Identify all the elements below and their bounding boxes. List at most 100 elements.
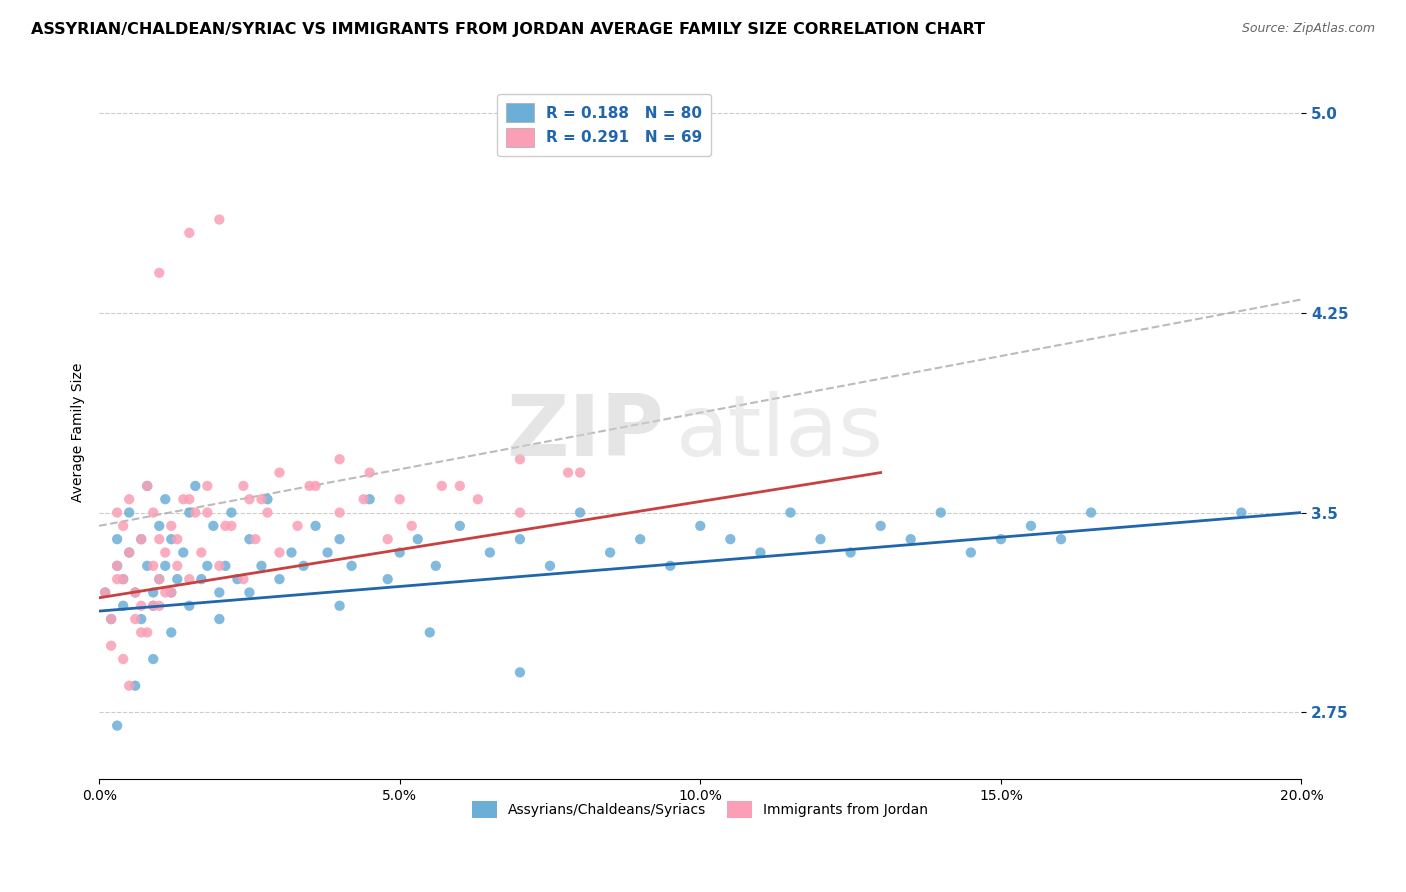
Point (340, 558, 363, 573)
Point (329, 599, 352, 613)
Point (124, 585, 146, 599)
Point (406, 532, 429, 546)
Point (118, 492, 141, 507)
Point (250, 492, 273, 507)
Point (298, 479, 321, 493)
Point (359, 492, 381, 507)
Point (478, 545, 501, 559)
Point (388, 492, 411, 507)
Point (329, 452, 352, 467)
Point (377, 572, 399, 586)
Point (509, 532, 531, 546)
Point (148, 266, 170, 280)
Point (810, 532, 832, 546)
Point (100, 639, 122, 653)
Point (112, 572, 135, 586)
Point (112, 572, 135, 586)
Point (377, 532, 399, 546)
Point (105, 572, 128, 586)
Point (129, 625, 152, 640)
Point (160, 625, 183, 640)
Point (232, 572, 254, 586)
Point (292, 558, 315, 573)
Point (214, 519, 236, 533)
Point (155, 545, 177, 559)
Point (136, 479, 159, 493)
Point (136, 625, 159, 640)
Point (430, 479, 453, 493)
Point (142, 558, 165, 573)
Point (148, 519, 170, 533)
Point (929, 506, 952, 520)
Point (659, 558, 682, 573)
Point (166, 558, 188, 573)
Point (179, 506, 201, 520)
Point (179, 492, 201, 507)
Point (269, 572, 291, 586)
Point (148, 572, 170, 586)
Point (166, 572, 188, 586)
Point (628, 532, 651, 546)
Point (232, 479, 254, 493)
Point (557, 466, 579, 480)
Point (316, 545, 339, 559)
Point (124, 679, 146, 693)
Point (105, 558, 128, 573)
Point (509, 506, 531, 520)
Point (94, 585, 117, 599)
Point (142, 506, 165, 520)
Point (869, 519, 891, 533)
Point (124, 585, 146, 599)
Point (166, 532, 188, 546)
Point (118, 679, 141, 693)
Point (449, 479, 471, 493)
Point (112, 599, 135, 613)
Point (184, 506, 207, 520)
Y-axis label: Average Family Size: Average Family Size (72, 363, 86, 502)
Point (238, 585, 260, 599)
Point (160, 532, 183, 546)
Point (208, 212, 231, 227)
Point (190, 572, 212, 586)
Point (245, 532, 267, 546)
Point (425, 558, 447, 573)
Point (112, 652, 135, 666)
Point (142, 599, 165, 613)
Point (538, 558, 561, 573)
Point (449, 519, 471, 533)
Point (118, 545, 141, 559)
Point (208, 612, 231, 626)
Point (172, 492, 194, 507)
Point (160, 585, 183, 599)
Point (142, 599, 165, 613)
Point (202, 519, 225, 533)
Point (112, 519, 135, 533)
Point (155, 585, 177, 599)
Point (129, 599, 152, 613)
Point (172, 545, 194, 559)
Point (749, 545, 772, 559)
Point (94, 585, 117, 599)
Point (142, 652, 165, 666)
Point (105, 558, 128, 573)
Point (304, 479, 326, 493)
Point (287, 519, 309, 533)
Point (208, 585, 231, 599)
Point (184, 479, 207, 493)
Point (118, 545, 141, 559)
Point (221, 519, 243, 533)
Point (179, 226, 201, 240)
Point (990, 532, 1012, 546)
Point (839, 545, 862, 559)
Point (1019, 519, 1042, 533)
Point (124, 612, 146, 626)
Text: atlas: atlas (676, 391, 884, 475)
Point (269, 545, 291, 559)
Point (900, 532, 922, 546)
Text: ZIP: ZIP (506, 391, 664, 475)
Point (136, 558, 159, 573)
Point (160, 519, 183, 533)
Point (401, 519, 423, 533)
Point (256, 492, 278, 507)
Point (118, 506, 141, 520)
